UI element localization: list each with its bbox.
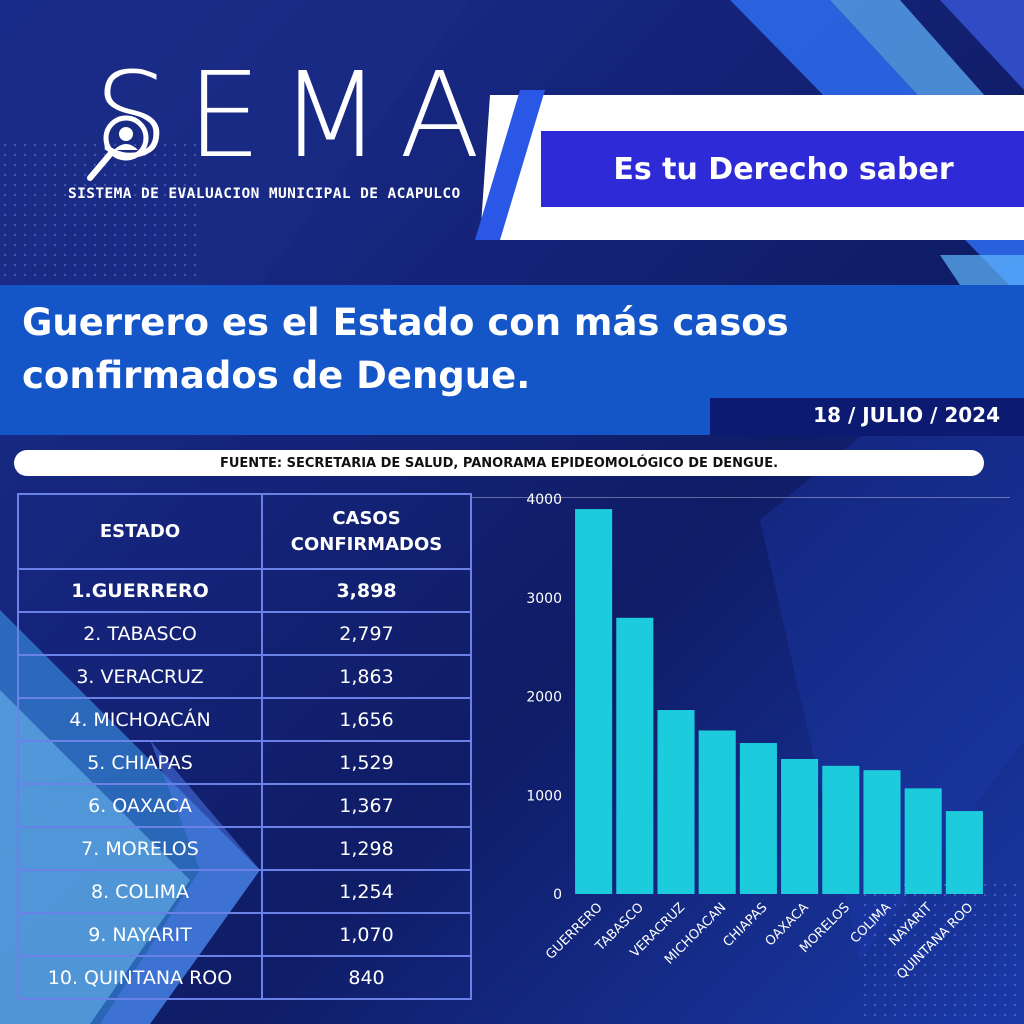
estado-cell: 1.GUERRERO — [17, 568, 263, 613]
estado-cell: 7. MORELOS — [17, 826, 263, 871]
casos-cell: 3,898 — [261, 568, 472, 613]
casos-cell: 1,863 — [261, 654, 472, 699]
table-row: 1.GUERRERO 3,898 — [17, 568, 472, 613]
headline: Guerrero es el Estado con más casos conf… — [22, 301, 789, 397]
bar — [698, 730, 736, 894]
y-tick-label: 0 — [553, 887, 562, 903]
table-row: 6. OAXACA 1,367 — [17, 783, 472, 828]
estado-cell: 10. QUINTANA ROO — [17, 955, 263, 1000]
y-tick-label: 2000 — [526, 690, 562, 706]
estado-cell: 6. OAXACA — [17, 783, 263, 828]
slogan-box: Es tu Derecho saber — [538, 128, 1024, 210]
slogan: Es tu Derecho saber — [613, 151, 954, 187]
estado-cell: 5. CHIAPAS — [17, 740, 263, 785]
bar — [904, 788, 942, 894]
x-tick-label: QUINTANA ROO — [894, 900, 976, 982]
header-casos: CASOS CONFIRMADOS — [261, 493, 472, 570]
casos-cell: 1,070 — [261, 912, 472, 957]
table-header-row: ESTADO CASOS CONFIRMADOS — [17, 493, 472, 570]
table-row: 2. TABASCO 2,797 — [17, 611, 472, 656]
y-tick-label: 4000 — [526, 492, 562, 508]
date-box: 18 / JULIO / 2024 — [710, 398, 1024, 436]
table-row: 7. MORELOS 1,298 — [17, 826, 472, 871]
date: 18 / JULIO / 2024 — [813, 403, 1000, 427]
estado-cell: 2. TABASCO — [17, 611, 263, 656]
table-row: 5. CHIAPAS 1,529 — [17, 740, 472, 785]
y-tick-label: 1000 — [526, 788, 562, 804]
casos-cell: 2,797 — [261, 611, 472, 656]
y-tick-label: 3000 — [526, 591, 562, 607]
bar — [739, 743, 777, 894]
casos-cell: 1,529 — [261, 740, 472, 785]
bar — [575, 509, 613, 894]
table-row: 9. NAYARIT 1,070 — [17, 912, 472, 957]
divider — [470, 497, 1010, 498]
estado-cell: 4. MICHOACÁN — [17, 697, 263, 742]
header-casos-label: CASOS CONFIRMADOS — [290, 507, 443, 555]
logo-wordmark: SEMA — [94, 46, 498, 184]
x-tick-label: GUERRERO — [543, 900, 605, 962]
estado-cell: 3. VERACRUZ — [17, 654, 263, 699]
table-row: 10. QUINTANA ROO 840 — [17, 955, 472, 1000]
bar — [945, 811, 983, 894]
casos-cell: 1,254 — [261, 869, 472, 914]
logo-subtitle: SISTEMA DE EVALUACION MUNICIPAL DE ACAPU… — [68, 186, 461, 202]
estado-cell: 8. COLIMA — [17, 869, 263, 914]
casos-cell: 1,298 — [261, 826, 472, 871]
table-row: 3. VERACRUZ 1,863 — [17, 654, 472, 699]
cases-table: ESTADO CASOS CONFIRMADOS 1.GUERRERO 3,898… — [17, 493, 472, 1000]
bar — [863, 770, 901, 894]
bar — [616, 617, 654, 894]
bar — [781, 759, 819, 894]
table-row: 8. COLIMA 1,254 — [17, 869, 472, 914]
magnifier-person-icon — [87, 115, 149, 181]
casos-cell: 840 — [261, 955, 472, 1000]
x-tick-label: CHIAPAS — [720, 900, 770, 950]
source-note: FUENTE: SECRETARIA DE SALUD, PANORAMA EP… — [14, 450, 984, 476]
header-estado: ESTADO — [17, 493, 263, 570]
casos-cell: 1,656 — [261, 697, 472, 742]
table-row: 4. MICHOACÁN 1,656 — [17, 697, 472, 742]
bar — [822, 765, 860, 894]
estado-cell: 9. NAYARIT — [17, 912, 263, 957]
cases-bar-chart: 01000200030004000GUERREROTABASCOVERACRUZ… — [526, 492, 983, 983]
dot-pattern — [860, 880, 1024, 1024]
bar — [657, 710, 695, 894]
sema-logo: SEMA SISTEMA DE EVALUACION MUNICIPAL DE … — [68, 50, 480, 220]
casos-cell: 1,367 — [261, 783, 472, 828]
